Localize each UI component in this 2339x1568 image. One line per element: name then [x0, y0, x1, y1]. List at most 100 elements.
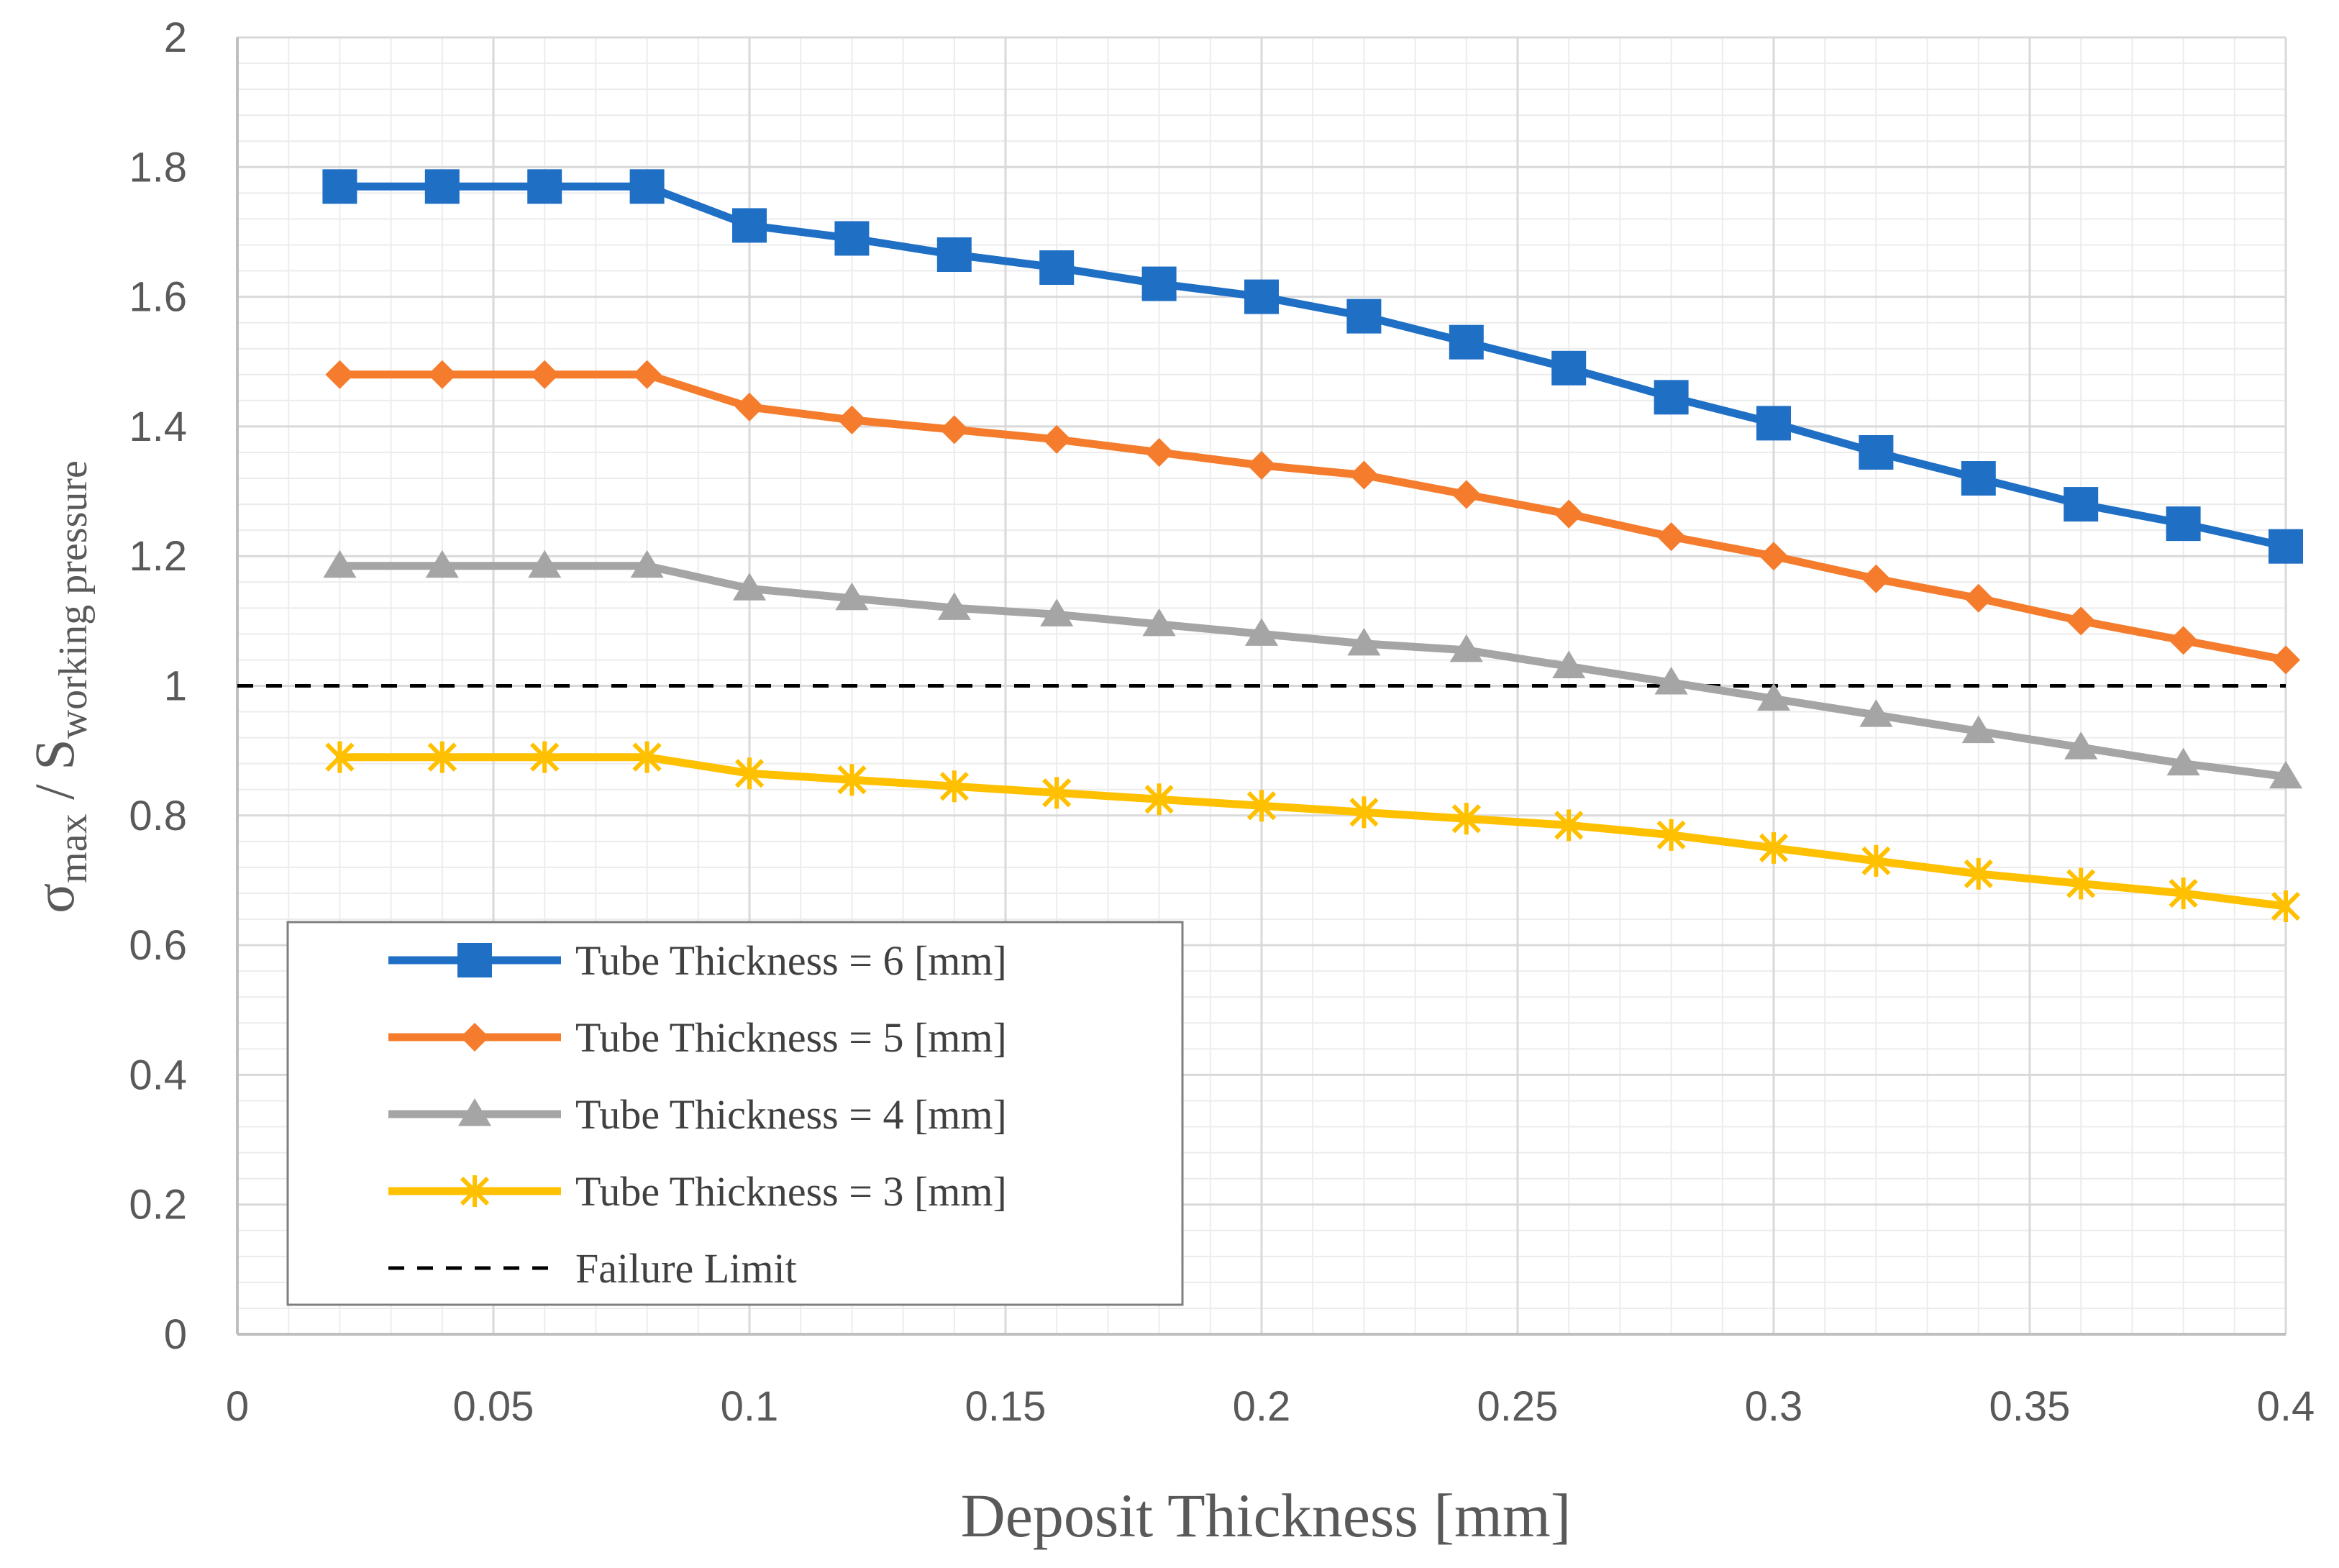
series-2-point	[837, 405, 867, 434]
series-4-point	[325, 741, 355, 773]
legend-item-2-swatch-marker	[460, 1023, 489, 1052]
series-2-point	[530, 360, 560, 389]
legend-item-4-swatch-marker	[460, 1175, 490, 1207]
series-1-point	[1346, 298, 1382, 334]
series-1-point	[1654, 380, 1689, 415]
series-2-line	[335, 370, 2290, 664]
series-2-point	[1554, 499, 1584, 529]
y-tick-label: 2	[164, 14, 187, 61]
y-axis-title-sigma: σ	[23, 883, 86, 913]
series-1-point	[2064, 487, 2099, 522]
series-3-point	[1552, 650, 1586, 678]
x-tick-label: 0	[226, 1383, 249, 1430]
x-tick-label: 0.1	[721, 1383, 779, 1430]
series-4-point	[1759, 831, 1789, 864]
series-4-point	[1042, 777, 1072, 809]
series-1-point	[1449, 324, 1484, 360]
series-3-line	[335, 562, 2290, 781]
series-2-point	[2271, 645, 2300, 675]
x-tick-label: 0.15	[965, 1383, 1047, 1430]
series-4-point	[939, 770, 969, 803]
series-2	[325, 360, 2300, 675]
series-1-point	[1961, 461, 1996, 496]
series-4-point	[2271, 890, 2301, 923]
series-4-point	[1349, 796, 1379, 829]
series-1-point	[629, 169, 665, 204]
series-3-point	[1347, 627, 1381, 656]
series-2-point	[1042, 424, 1072, 454]
y-axis-title-sigma-sub: max	[51, 813, 96, 883]
series-4-point	[427, 741, 457, 773]
y-tick-label: 0	[164, 1311, 187, 1358]
legend-item-3-label: Tube Thickness = 4 [mm]	[575, 1091, 1007, 1138]
series-3-point	[1142, 608, 1176, 637]
legend-item-3-swatch-marker	[457, 1098, 492, 1126]
x-tick-label: 0.4	[2257, 1383, 2315, 1430]
legend: Tube Thickness = 6 [mm] Tube Thickness = …	[286, 921, 1184, 1306]
series-3-point	[835, 582, 869, 611]
series-4	[325, 741, 2301, 923]
series-1-point	[1859, 434, 1894, 470]
series-3-point	[1756, 683, 1791, 711]
series-3-point	[1244, 618, 1279, 646]
y-axis-title-slash: / S	[23, 739, 86, 813]
series-4-point	[2169, 877, 2198, 909]
series-2-point	[1964, 583, 1993, 613]
y-tick-label: 1	[164, 663, 187, 710]
series-1-point	[1551, 350, 1587, 386]
series-4-point	[1554, 809, 1584, 842]
series-2-point	[735, 392, 764, 421]
series-1-point	[834, 221, 870, 256]
y-axis-title: σmax / Sworking pressure	[23, 460, 96, 913]
series-4-point	[1861, 844, 1891, 877]
series-1-point	[2166, 506, 2201, 542]
legend-item-1-label: Tube Thickness = 6 [mm]	[575, 937, 1007, 984]
x-tick-label: 0.2	[1233, 1383, 1291, 1430]
y-tick-label: 1.2	[129, 533, 187, 580]
legend-item-failure-limit: Failure Limit	[388, 1245, 797, 1292]
series-3-point	[937, 592, 971, 620]
series-3-point	[732, 573, 767, 601]
series-1-point	[1141, 266, 1177, 301]
x-tick-label: 0.05	[453, 1383, 534, 1430]
series-1-point	[1756, 406, 1791, 441]
x-tick-label: 0.25	[1477, 1383, 1559, 1430]
series-3-point	[425, 550, 459, 578]
series-2-point	[1247, 450, 1276, 480]
y-tick-labels: 0 0.2 0.4 0.6 0.8 1 1.2 1.4 1.6 1.8 2	[129, 14, 187, 1358]
series-3-point	[1040, 598, 1074, 626]
series-1-point	[2269, 529, 2303, 564]
series-4-point	[1144, 783, 1174, 816]
y-tick-label: 1.8	[129, 144, 187, 191]
series-3-point	[2269, 760, 2303, 789]
series-2-point	[1861, 564, 1891, 593]
y-tick-label: 0.6	[129, 922, 187, 969]
series-4-point	[530, 741, 560, 773]
series-2-point	[1656, 522, 1686, 552]
series-1-point	[322, 169, 357, 204]
series-2-point	[1349, 460, 1379, 490]
y-tick-label: 0.8	[129, 793, 187, 839]
y-tick-label: 1.6	[129, 274, 187, 321]
x-tick-label: 0.35	[1989, 1383, 2071, 1430]
series-1-point	[732, 208, 767, 243]
series-4-point	[1964, 857, 1993, 890]
series-3-point	[630, 550, 664, 578]
series-4-point	[1656, 819, 1686, 851]
series-2-point	[1144, 437, 1174, 467]
series-2-point	[2169, 626, 2198, 655]
series-4-point	[837, 764, 867, 796]
series-2-point	[1451, 480, 1481, 509]
series-3-point	[1449, 634, 1483, 662]
series-layer	[322, 169, 2303, 923]
series-1	[322, 169, 2303, 564]
x-axis-title: Deposit Thickness [mm]	[961, 1481, 1572, 1550]
series-2-point	[427, 360, 457, 389]
y-tick-label: 0.4	[129, 1052, 187, 1098]
series-1-point	[1039, 250, 1075, 286]
legend-item-2: Tube Thickness = 5 [mm]	[388, 1014, 1007, 1061]
legend-item-2-label: Tube Thickness = 5 [mm]	[575, 1014, 1007, 1061]
legend-item-4: Tube Thickness = 3 [mm]	[388, 1168, 1007, 1215]
